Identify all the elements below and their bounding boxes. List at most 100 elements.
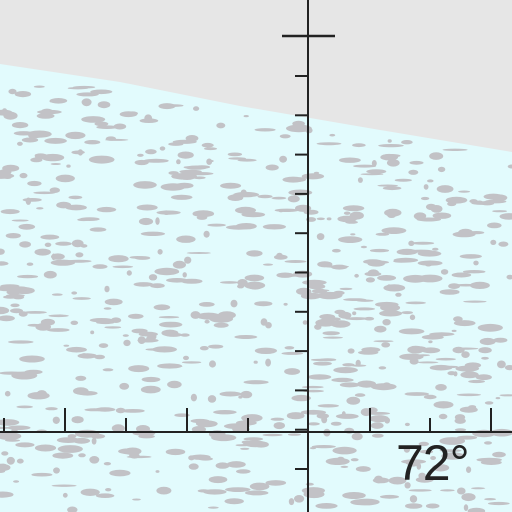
ice-speckle xyxy=(499,394,512,397)
ice-speckle xyxy=(353,164,377,168)
ice-speckle xyxy=(282,176,304,183)
ice-speckle xyxy=(430,456,436,460)
ice-speckle xyxy=(311,445,336,449)
ice-speckle xyxy=(315,503,338,509)
ice-speckle xyxy=(112,265,134,269)
ice-speckle xyxy=(40,234,60,240)
ice-speckle xyxy=(383,284,406,292)
ice-speckle xyxy=(186,252,211,254)
ice-speckle xyxy=(354,393,366,397)
ice-speckle xyxy=(96,206,117,213)
ice-speckle xyxy=(196,215,208,220)
ice-speckle xyxy=(270,417,285,421)
ice-speckle xyxy=(341,411,346,418)
ice-speckle xyxy=(374,475,384,484)
ice-speckle xyxy=(123,339,131,347)
ice-speckle xyxy=(52,452,74,459)
ice-speckle xyxy=(126,270,132,276)
ice-speckle xyxy=(492,451,506,458)
ice-speckle xyxy=(332,248,341,253)
ice-speckle xyxy=(216,122,226,129)
ice-speckle xyxy=(89,318,114,323)
ice-speckle xyxy=(416,354,430,357)
ice-speckle xyxy=(51,293,63,296)
ice-speckle xyxy=(90,330,95,335)
ice-speckle xyxy=(265,322,272,329)
ice-speckle xyxy=(0,315,15,322)
ice-speckle xyxy=(386,159,400,167)
ice-speckle xyxy=(143,158,169,163)
ice-speckle xyxy=(140,231,166,236)
ice-speckle xyxy=(492,210,507,213)
ice-speckle xyxy=(476,457,503,462)
ice-speckle xyxy=(373,340,394,343)
ice-speckle xyxy=(441,452,465,460)
ice-speckle xyxy=(121,409,145,413)
ice-speckle xyxy=(284,368,301,375)
ice-speckle xyxy=(233,191,259,198)
ice-speckle xyxy=(378,366,387,370)
ice-speckle xyxy=(416,217,442,222)
ice-speckle xyxy=(459,254,482,259)
ice-speckle xyxy=(0,371,25,375)
ice-speckle xyxy=(468,405,477,410)
ice-speckle xyxy=(0,463,8,471)
ice-speckle xyxy=(34,444,57,452)
ice-speckle xyxy=(11,219,29,222)
ice-speckle xyxy=(307,422,320,426)
ice-speckle xyxy=(294,495,305,503)
ice-speckle xyxy=(145,149,157,155)
ice-speckle xyxy=(324,292,343,299)
ice-speckle xyxy=(89,456,100,464)
ice-speckle xyxy=(334,309,346,315)
ice-speckle xyxy=(425,503,440,509)
ice-speckle xyxy=(16,405,33,409)
ice-speckle xyxy=(4,390,11,397)
ice-speckle xyxy=(301,385,324,389)
ice-speckle xyxy=(460,371,479,379)
ice-speckle xyxy=(316,142,342,146)
ice-speckle xyxy=(111,424,125,433)
ice-speckle xyxy=(484,441,492,445)
ice-speckle xyxy=(78,453,86,458)
ice-speckle xyxy=(198,457,214,461)
ice-speckle xyxy=(354,498,380,506)
ice-speckle xyxy=(435,384,447,391)
ice-speckle xyxy=(439,437,466,445)
ice-speckle xyxy=(417,361,439,364)
ice-speckle xyxy=(98,343,109,348)
ice-speckle xyxy=(5,233,21,239)
ice-speckle xyxy=(423,184,429,190)
ice-speckle xyxy=(337,215,358,223)
ice-speckle xyxy=(52,416,60,424)
ice-speckle xyxy=(240,447,250,450)
ice-speckle xyxy=(384,208,402,217)
ice-speckle xyxy=(394,178,412,182)
ice-speckle xyxy=(364,316,375,321)
ice-speckle xyxy=(13,480,20,483)
ice-speckle xyxy=(128,313,144,319)
ice-speckle xyxy=(103,307,112,310)
ice-speckle xyxy=(279,134,291,139)
ice-speckle xyxy=(34,153,47,158)
ice-speckle xyxy=(175,182,194,189)
ice-speckle xyxy=(254,301,273,307)
ice-speckle xyxy=(237,158,257,162)
ice-speckle xyxy=(487,501,510,506)
ice-speckle xyxy=(381,227,407,235)
ice-speckle xyxy=(497,360,506,369)
ice-speckle xyxy=(469,199,478,204)
ice-speckle xyxy=(271,196,287,200)
ice-speckle xyxy=(6,456,15,465)
ice-speckle xyxy=(19,241,31,248)
ice-speckle xyxy=(387,139,392,143)
ice-speckle xyxy=(351,432,363,441)
ice-speckle xyxy=(70,320,79,325)
ice-speckle xyxy=(429,152,444,160)
ice-speckle xyxy=(433,401,454,409)
ice-speckle xyxy=(463,300,487,303)
ice-speckle xyxy=(66,164,71,168)
ice-speckle xyxy=(72,297,91,300)
ice-speckle xyxy=(439,289,460,295)
